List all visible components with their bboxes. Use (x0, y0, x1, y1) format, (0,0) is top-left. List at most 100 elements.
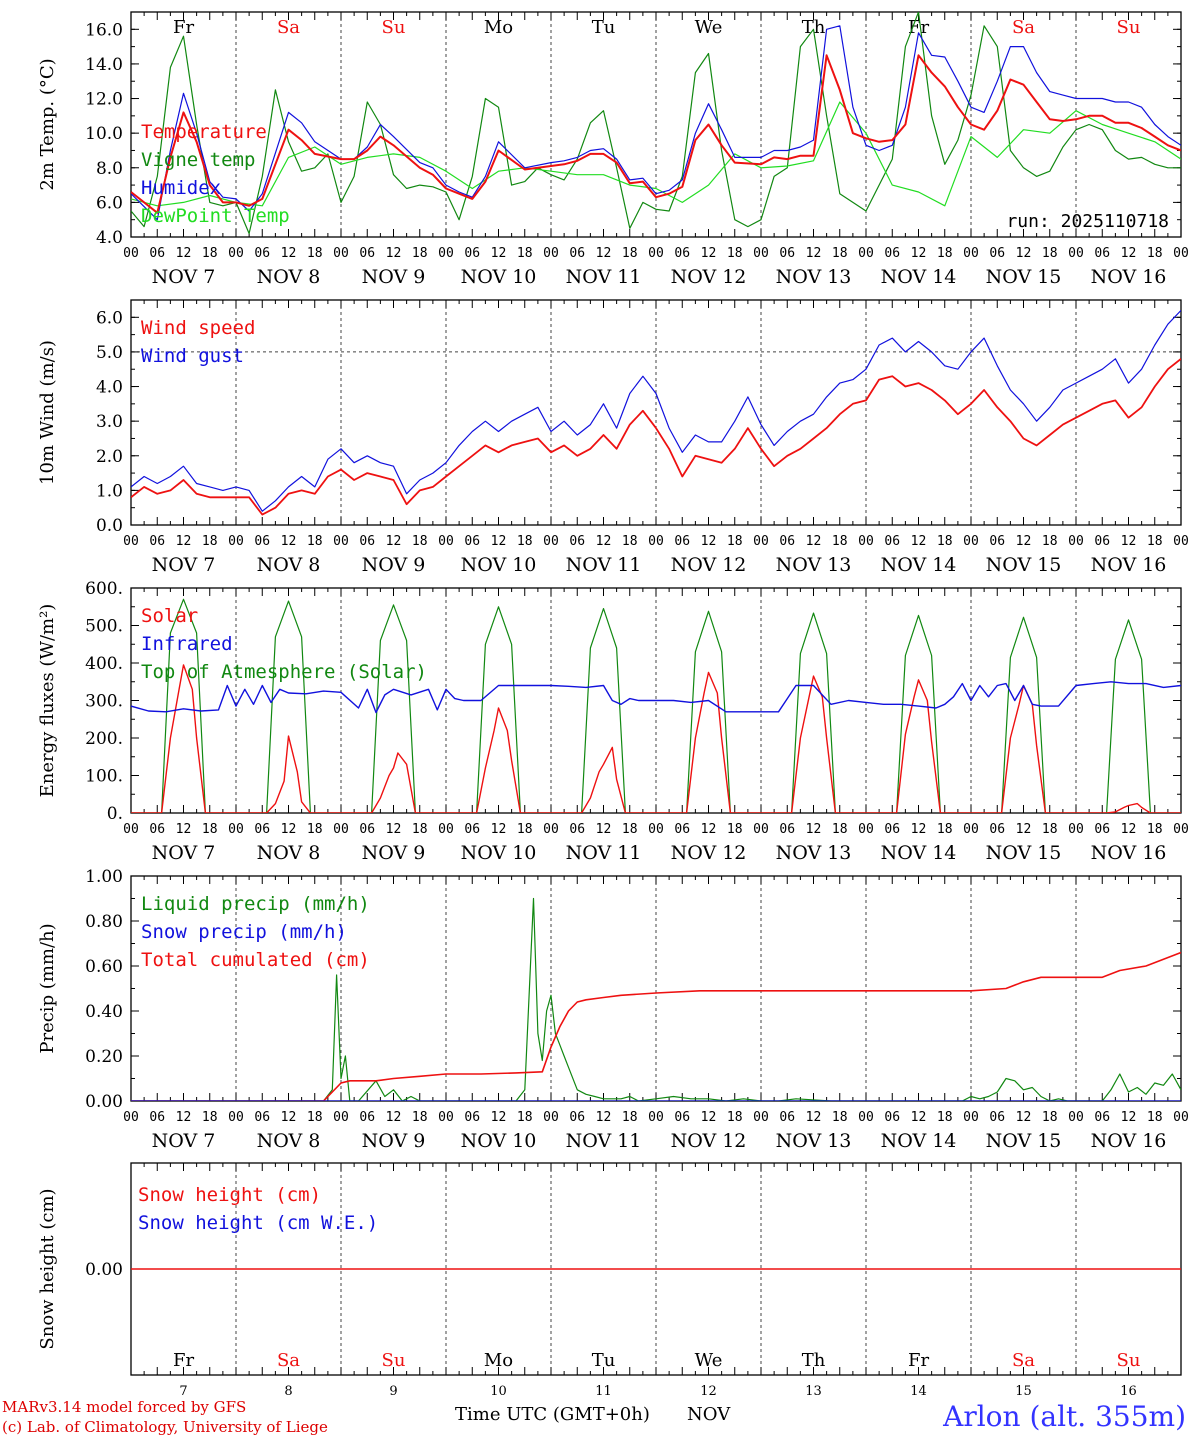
weekday-label: Sa (277, 1350, 300, 1371)
hour-tick-label: 06 (779, 822, 795, 837)
hour-tick-label: 06 (149, 246, 165, 261)
y-tick-label: 200. (85, 729, 123, 749)
day-label: NOV 14 (881, 1130, 957, 1152)
station-label: Arlon (alt. 355m) (943, 1400, 1186, 1433)
day-number-label: 7 (179, 1384, 187, 1399)
day-number-label: 10 (490, 1384, 507, 1399)
weekday-label: We (695, 1350, 723, 1371)
hour-tick-label: 06 (989, 822, 1005, 837)
hour-tick-label: 00 (963, 822, 979, 837)
hour-tick-label: 18 (307, 246, 323, 261)
hour-tick-label: 06 (359, 246, 375, 261)
hour-tick-label: 12 (176, 534, 192, 549)
hour-tick-label: 18 (307, 822, 323, 837)
y-tick-label: 6.0 (96, 308, 123, 328)
hour-tick-label: 12 (701, 1110, 717, 1125)
day-number-label: 11 (595, 1384, 612, 1399)
hour-tick-label: 00 (333, 534, 349, 549)
hour-tick-label: 12 (491, 246, 507, 261)
series-solar (131, 664, 1181, 813)
legend-entry: DewPoint Temp (141, 205, 290, 227)
hour-tick-label: 12 (281, 1110, 297, 1125)
hour-tick-label: 12 (1016, 1110, 1032, 1125)
y-tick-label: 4.0 (96, 228, 123, 248)
weekday-label: Sa (1012, 17, 1035, 38)
hour-tick-label: 06 (254, 1110, 270, 1125)
y-tick-label: 8.0 (96, 159, 123, 179)
hour-tick-label: 18 (937, 822, 953, 837)
hour-tick-label: 12 (806, 1110, 822, 1125)
hour-tick-label: 06 (254, 822, 270, 837)
hour-tick-label: 12 (806, 534, 822, 549)
legend-entry: Infrared (141, 633, 233, 655)
hour-tick-label: 18 (1147, 534, 1163, 549)
day-label: NOV 9 (362, 554, 426, 576)
hour-tick-label: 12 (596, 1110, 612, 1125)
y-tick-label: 0.80 (85, 912, 123, 932)
legend-entry: Snow height (cm W.E.) (138, 1212, 378, 1234)
hour-tick-label: 12 (491, 822, 507, 837)
hour-tick-label: 06 (464, 822, 480, 837)
day-label: NOV 8 (257, 266, 321, 288)
plot-frame (130, 299, 1182, 526)
hour-tick-label: 12 (176, 1110, 192, 1125)
hour-tick-label: 00 (1173, 534, 1189, 549)
legend-entry: Liquid precip (mm/h) (141, 893, 370, 915)
hour-tick-label: 00 (1173, 1110, 1189, 1125)
y-tick-label: 10.0 (85, 124, 123, 144)
series-infrared (131, 681, 1181, 714)
hour-tick-label: 18 (832, 1110, 848, 1125)
hour-tick-label: 12 (176, 822, 192, 837)
hour-tick-label: 18 (412, 822, 428, 837)
legend-entry: Total cumulated (cm) (141, 949, 370, 971)
day-label: NOV 13 (776, 842, 852, 864)
hour-tick-label: 18 (202, 246, 218, 261)
hour-tick-label: 18 (517, 1110, 533, 1125)
panel-flux: 0. 100. 200. 300. 400. 500. 600. Energy fluxes … (37, 579, 1189, 864)
y-axis-title: 10m Wind (m/s) (37, 340, 58, 485)
hour-tick-label: 00 (228, 246, 244, 261)
day-label: NOV 14 (881, 842, 957, 864)
y-tick-label: 1.0 (96, 481, 123, 501)
day-label: NOV 8 (257, 554, 321, 576)
hour-tick-label: 00 (438, 1110, 454, 1125)
hour-tick-label: 12 (911, 1110, 927, 1125)
weekday-label: Fr (173, 1350, 194, 1371)
day-label: NOV 16 (1091, 1130, 1167, 1152)
hour-tick-label: 18 (622, 822, 638, 837)
hour-tick-label: 12 (1016, 822, 1032, 837)
weekday-label: Fr (173, 17, 194, 38)
day-label: NOV 16 (1091, 266, 1167, 288)
hour-tick-label: 00 (1068, 246, 1084, 261)
day-label: NOV 16 (1091, 842, 1167, 864)
hour-tick-label: 18 (937, 246, 953, 261)
hour-tick-label: 06 (884, 1110, 900, 1125)
plot-frame (130, 11, 1182, 238)
hour-tick-label: 00 (228, 822, 244, 837)
hour-tick-label: 12 (491, 534, 507, 549)
hour-tick-label: 18 (517, 534, 533, 549)
series-vigne-temp (131, 12, 1181, 235)
y-tick-label: 0.0 (96, 516, 123, 536)
series-liquid-precip-mm-h (131, 897, 1181, 1101)
hour-tick-label: 06 (359, 1110, 375, 1125)
hour-tick-label: 06 (884, 534, 900, 549)
panel-snow: 0.00 Snow height (cm) Fr Sa Su Mo Tu We Th Fr Sa Su… (37, 1162, 1182, 1399)
hour-tick-label: 06 (464, 246, 480, 261)
hour-tick-label: 12 (491, 1110, 507, 1125)
hour-tick-label: 06 (779, 246, 795, 261)
day-number-label: 12 (700, 1384, 717, 1399)
y-tick-label: 0.60 (85, 957, 123, 977)
day-label: NOV 15 (986, 266, 1062, 288)
hour-tick-label: 00 (1068, 822, 1084, 837)
hour-tick-label: 12 (281, 534, 297, 549)
hour-tick-label: 00 (753, 246, 769, 261)
hour-tick-label: 18 (727, 534, 743, 549)
series-dewpoint-temp (131, 101, 1181, 207)
hour-tick-label: 06 (674, 822, 690, 837)
hour-tick-label: 06 (359, 534, 375, 549)
day-label: NOV 10 (461, 266, 537, 288)
legend-entry: Top of Atmesphere (Solar) (141, 661, 427, 683)
hour-tick-label: 00 (753, 822, 769, 837)
hour-tick-label: 18 (832, 534, 848, 549)
